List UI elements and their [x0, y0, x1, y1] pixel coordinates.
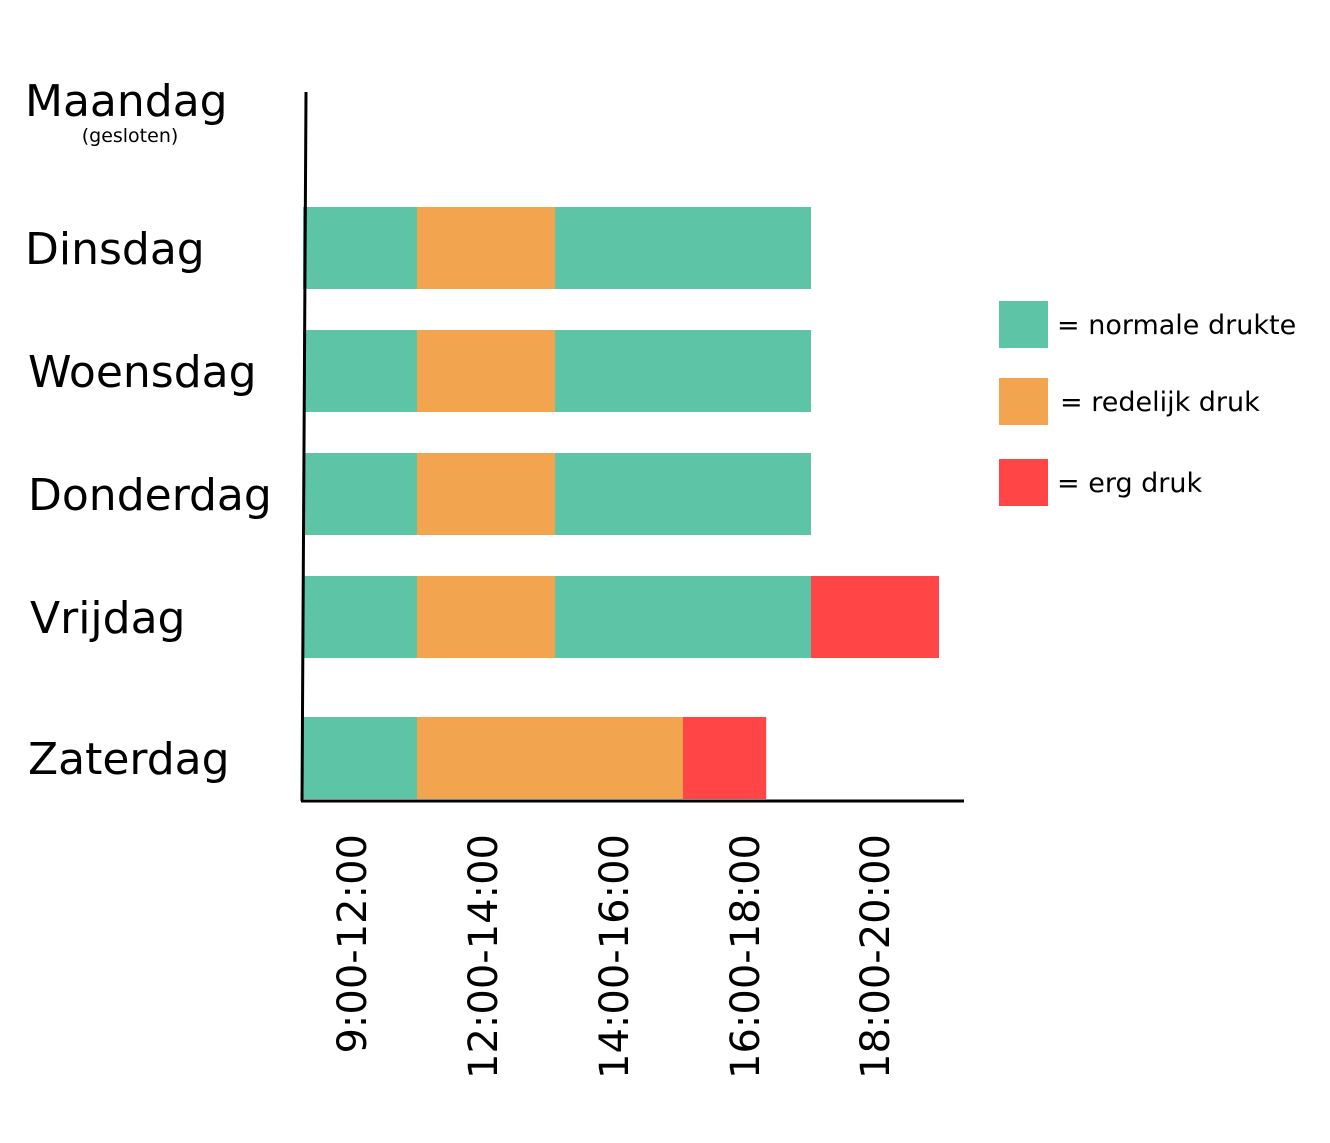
bar-segment-donderdag-normaal — [555, 453, 811, 535]
bar-segment-vrijdag-erg — [811, 576, 939, 658]
legend-item-erg: = erg druk — [999, 459, 1203, 506]
bar-segment-woensdag-normaal — [555, 330, 811, 412]
legend-item-normaal: = normale drukte — [999, 301, 1296, 348]
day-label-maandag: Maandag — [25, 76, 228, 127]
day-label-zaterdag: Zaterdag — [28, 734, 230, 785]
tick-label-16-00-18-00: 16:00-18:00 — [723, 834, 769, 1079]
legend-label-erg: = erg druk — [1057, 468, 1203, 499]
bar-segment-dinsdag-normaal — [303, 207, 417, 289]
bars-layer — [303, 207, 939, 799]
legend-swatch-erg — [999, 459, 1048, 506]
bar-segment-woensdag-normaal — [303, 330, 417, 412]
day-label-dinsdag: Dinsdag — [25, 224, 205, 275]
bar-segment-zaterdag-normaal — [303, 717, 417, 799]
y-axis-line — [300, 91, 308, 802]
tick-label-9-00-12-00: 9:00-12:00 — [330, 834, 376, 1054]
legend-label-redelijk: = redelijk druk — [1060, 387, 1260, 418]
legend-swatch-redelijk — [999, 378, 1048, 425]
bar-segment-donderdag-normaal — [303, 453, 417, 535]
bar-segment-dinsdag-redelijk — [417, 207, 555, 289]
bar-donderdag — [303, 453, 811, 535]
legend-swatch-normaal — [999, 301, 1048, 348]
bar-segment-vrijdag-redelijk — [417, 576, 555, 658]
day-note-maandag: (gesloten) — [82, 125, 179, 147]
bar-zaterdag — [303, 717, 767, 799]
day-label-donderdag: Donderdag — [28, 470, 272, 521]
bar-segment-vrijdag-normaal — [303, 576, 417, 658]
day-label-vrijdag: Vrijdag — [30, 593, 185, 644]
bar-woensdag — [303, 330, 811, 412]
day-labels-layer: Maandag(gesloten) Dinsdag Woensdag Donderda… — [25, 76, 272, 785]
bar-segment-zaterdag-erg — [683, 717, 767, 799]
axes-layer — [300, 91, 964, 803]
bar-segment-donderdag-redelijk — [417, 453, 555, 535]
legend-label-normaal: = normale drukte — [1057, 310, 1296, 341]
bar-segment-dinsdag-normaal — [555, 207, 811, 289]
bar-dinsdag — [303, 207, 811, 289]
tick-label-14-00-16-00: 14:00-16:00 — [592, 834, 638, 1079]
legend-item-redelijk: = redelijk druk — [999, 378, 1260, 425]
bar-vrijdag — [303, 576, 939, 658]
tick-label-12-00-14-00: 12:00-14:00 — [461, 834, 507, 1079]
legend: = normale drukte = redelijk druk = erg dru… — [999, 301, 1296, 506]
bar-segment-woensdag-redelijk — [417, 330, 555, 412]
bar-segment-vrijdag-normaal — [555, 576, 811, 658]
tick-label-18-00-20-00: 18:00-20:00 — [853, 834, 899, 1079]
tick-labels-layer: 9:00-12:00 12:00-14:00 14:00-16:00 16:00-18… — [330, 834, 899, 1079]
day-label-woensdag: Woensdag — [28, 347, 257, 398]
bar-segment-zaterdag-redelijk — [417, 717, 683, 799]
